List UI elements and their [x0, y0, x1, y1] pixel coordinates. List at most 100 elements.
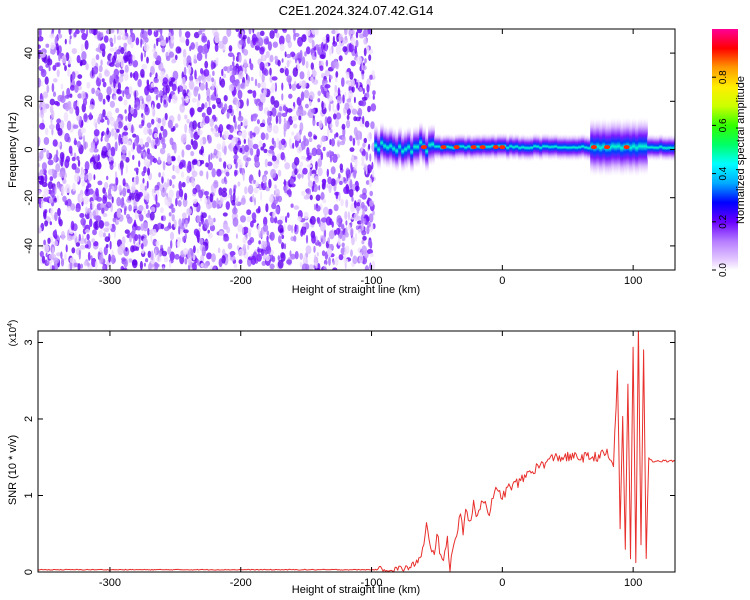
noise-cell	[216, 197, 219, 206]
noise-cell	[175, 46, 182, 54]
noise-cell	[266, 161, 273, 167]
noise-cell	[186, 55, 192, 65]
noise-cell	[297, 98, 302, 103]
noise-cell	[74, 84, 79, 93]
noise-cell	[338, 254, 344, 261]
noise-cell	[217, 126, 221, 134]
noise-cell	[354, 45, 358, 55]
signal-band-cell	[560, 133, 564, 162]
signal-band-cell	[476, 132, 480, 161]
noise-cell	[198, 189, 204, 199]
noise-cell	[150, 233, 153, 243]
signal-band-cell	[530, 133, 534, 162]
noise-cell	[318, 185, 321, 191]
noise-cell	[96, 31, 102, 41]
signal-band-cell	[464, 133, 468, 162]
signal-peak-mark	[604, 145, 610, 150]
noise-cell	[246, 157, 252, 162]
signal-band-cell	[419, 120, 423, 165]
noise-cell	[326, 92, 330, 99]
noise-cell	[159, 147, 166, 155]
noise-cell	[369, 200, 374, 207]
noise-cell	[284, 51, 287, 58]
noise-cell	[51, 29, 55, 34]
noise-cell	[102, 196, 107, 204]
noise-cell	[132, 182, 136, 188]
noise-cell	[295, 132, 302, 142]
signal-band-cell	[575, 133, 579, 162]
noise-cell	[201, 112, 206, 118]
signal-band-cell	[659, 132, 663, 161]
noise-cell	[263, 148, 268, 154]
signal-band-cell	[389, 124, 393, 168]
noise-cell	[257, 224, 261, 235]
noise-cell	[341, 134, 346, 144]
noise-cell	[265, 132, 269, 140]
noise-cell	[286, 53, 292, 59]
signal-band-cell	[431, 122, 435, 167]
noise-cell	[328, 208, 333, 216]
noise-cell	[104, 69, 110, 77]
noise-cell	[50, 207, 54, 217]
signal-band-cell	[401, 129, 405, 174]
noise-cell	[146, 148, 150, 155]
noise-cell	[134, 103, 137, 109]
noise-cell	[177, 155, 181, 164]
noise-cell	[94, 220, 99, 231]
noise-cell	[218, 187, 223, 196]
noise-cell	[254, 197, 256, 206]
noise-cell	[323, 259, 328, 266]
noise-cell	[52, 91, 57, 97]
noise-cell	[94, 260, 98, 270]
noise-cell	[163, 226, 170, 232]
noise-cell	[346, 114, 350, 120]
noise-cell	[196, 215, 201, 223]
noise-cell	[116, 196, 122, 207]
noise-cell	[193, 228, 199, 236]
noise-cell	[181, 181, 186, 188]
noise-cell	[69, 93, 73, 98]
noise-cell	[200, 122, 204, 128]
noise-cell	[265, 50, 270, 59]
noise-cell	[99, 43, 106, 52]
noise-cell	[160, 223, 165, 230]
noise-cell	[201, 45, 207, 55]
noise-cell	[207, 232, 213, 239]
noise-cell	[38, 54, 41, 60]
noise-cell	[60, 230, 66, 241]
noise-cell	[151, 104, 154, 114]
noise-cell	[306, 147, 310, 157]
noise-cell	[244, 79, 250, 87]
noise-cell	[118, 96, 123, 102]
noise-cell	[143, 262, 146, 267]
noise-cell	[70, 220, 75, 231]
noise-cell	[271, 76, 278, 81]
noise-cell	[154, 132, 158, 139]
noise-cell	[268, 178, 272, 189]
noise-cell	[147, 250, 152, 258]
noise-cell	[183, 229, 189, 234]
noise-cell	[104, 236, 111, 243]
noise-cell	[160, 95, 163, 104]
noise-cell	[247, 239, 252, 246]
noise-cell	[64, 65, 67, 72]
noise-cell	[257, 205, 261, 213]
signal-band-cell	[638, 116, 642, 177]
noise-cell	[252, 194, 255, 203]
noise-cell	[52, 64, 57, 71]
noise-cell	[317, 158, 323, 168]
noise-cell	[176, 240, 181, 248]
noise-cell	[141, 63, 148, 70]
noise-cell	[177, 86, 180, 95]
noise-cell	[278, 235, 282, 244]
noise-cell	[184, 114, 188, 120]
noise-cell	[113, 78, 116, 89]
noise-cell	[122, 135, 128, 145]
noise-cell	[320, 217, 327, 223]
noise-cell	[361, 73, 365, 80]
noise-cell	[304, 51, 307, 57]
noise-cell	[235, 197, 239, 205]
noise-cell	[216, 143, 222, 151]
noise-cell	[260, 146, 265, 151]
